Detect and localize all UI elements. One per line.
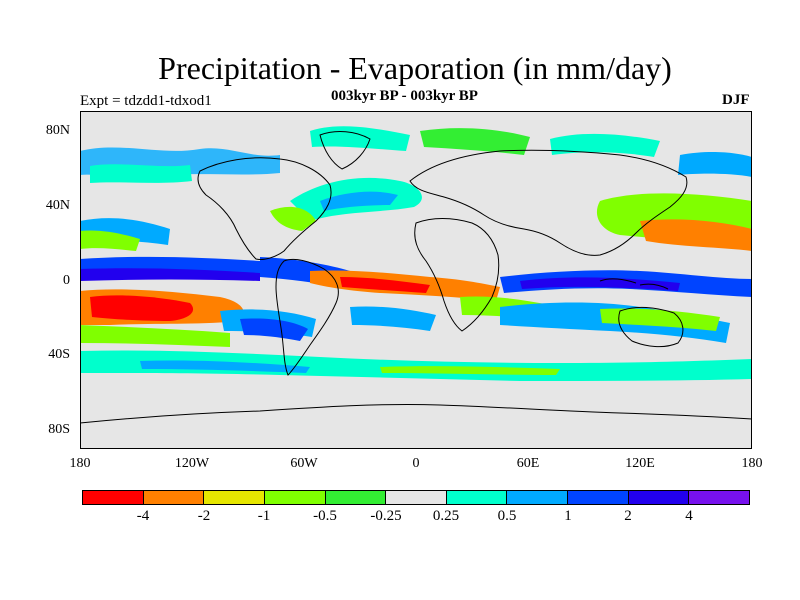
x-tick-180e: 180 [741, 456, 763, 471]
x-tick-120e: 120E [625, 456, 655, 471]
y-tick-80n: 80N [45, 123, 70, 138]
colorbar-label: -0.25 [370, 508, 402, 524]
y-tick-0: 0 [63, 273, 70, 288]
colorbar-label: -1 [257, 508, 271, 524]
continent-outlines [80, 131, 752, 424]
colorbar-label: -4 [136, 508, 150, 524]
colorbar-label: 0.25 [432, 508, 460, 524]
x-tick-0: 0 [412, 456, 420, 471]
experiment-label: Expt = tdzdd1-tdxod1 [80, 93, 212, 109]
colorbar-swatch [204, 491, 265, 504]
colorbar-swatch [689, 491, 750, 504]
colorbar-label: -0.5 [313, 508, 337, 524]
colorbar-swatch [568, 491, 629, 504]
x-tick-180w: 180 [69, 456, 91, 471]
y-tick-80s: 80S [48, 422, 70, 437]
colorbar-swatch [143, 491, 205, 504]
colorbar-label: 4 [685, 508, 693, 524]
x-tick-60e: 60E [516, 456, 540, 471]
colorbar-swatch [386, 491, 447, 504]
x-tick-120w: 120W [174, 456, 210, 471]
colorbar-swatch [507, 491, 569, 504]
precip-evap-map [80, 111, 752, 449]
colorbar-label: 0.5 [497, 508, 517, 524]
colorbar-label: 2 [624, 508, 632, 524]
y-tick-40n: 40N [45, 198, 70, 213]
map-title: Precipitation - Evaporation (in mm/day) [158, 50, 672, 86]
colorbar-label: 1 [564, 508, 572, 524]
colorbar-swatch [628, 491, 690, 504]
colorbar-swatch [83, 491, 144, 504]
season-label: DJF [722, 92, 750, 108]
colorbar-swatch [264, 491, 326, 504]
colorbar-label: -2 [197, 508, 211, 524]
colorbar-swatch [446, 491, 508, 504]
y-tick-40s: 40S [48, 347, 70, 362]
colorbar [82, 490, 750, 505]
colorbar-swatch [325, 491, 387, 504]
x-tick-60w: 60W [290, 456, 318, 471]
time-range-subtitle: 003kyr BP - 003kyr BP [331, 88, 478, 104]
